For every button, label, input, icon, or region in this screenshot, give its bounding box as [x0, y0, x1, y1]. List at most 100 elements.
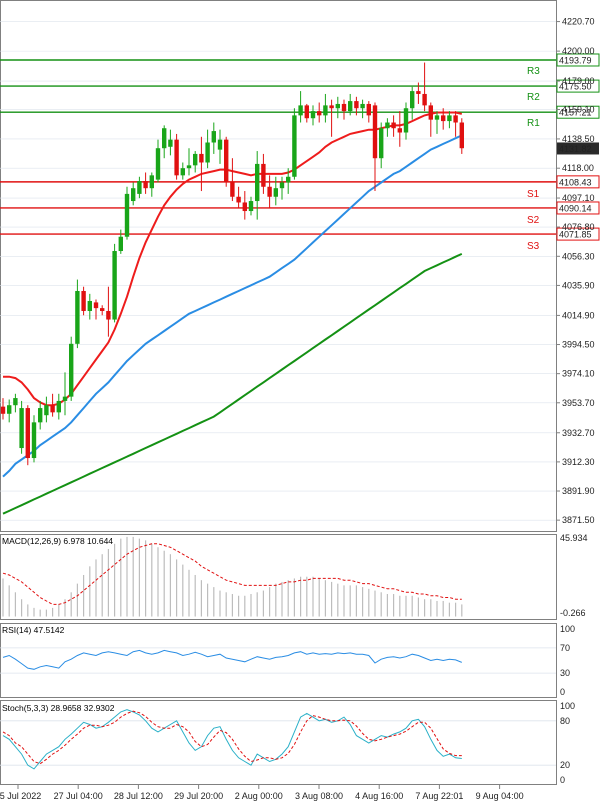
candle-body [75, 290, 80, 344]
candle-body [441, 115, 446, 122]
time-tick-label: 25 Jul 2022 [0, 791, 41, 801]
price-tick-label: 4056.30 [562, 251, 595, 261]
candle-body [118, 236, 123, 252]
candle-body [155, 148, 161, 180]
candle-body [186, 165, 192, 169]
macd-bottom-label: -0.266 [560, 608, 586, 618]
candle-body [38, 408, 43, 423]
time-tick-label: 29 Jul 20:00 [174, 791, 223, 801]
candle-body [162, 128, 167, 149]
price-tick-label: 4200.00 [562, 46, 595, 56]
stoch-panel: 100 80 20 0 [0, 701, 575, 785]
candle-body [100, 308, 105, 311]
pivot-levels: R3 4193.79 R2 4175.50 R1 4157.21 S1 4108.43 S2 40… [0, 53, 600, 252]
rsi-title: RSI(14) 47.5142 [2, 625, 65, 635]
candle-body [286, 176, 291, 183]
stoch-tick-label: 20 [560, 760, 570, 770]
last-price-label: 4131.82 [559, 144, 592, 154]
time-tick-label: 4 Aug 16:00 [355, 791, 403, 801]
candle-body [354, 101, 359, 109]
candle-body [87, 300, 92, 311]
candle-body [403, 108, 409, 133]
candle-body [410, 91, 415, 109]
candle-body [137, 181, 142, 194]
candle-body [56, 400, 61, 413]
candle-body [224, 139, 229, 183]
level-name-s3: S3 [527, 241, 540, 252]
candle-body [25, 408, 30, 459]
candle-body [19, 408, 24, 449]
candle-body [0, 406, 6, 414]
stoch-signal-line [2, 710, 462, 765]
candle-body [341, 103, 347, 112]
time-tick-label: 2 Aug 00:00 [235, 791, 283, 801]
candle-body [81, 290, 86, 311]
stoch-main-line [2, 709, 462, 770]
candle-body [261, 163, 266, 187]
time-tick-label: 27 Jul 04:00 [54, 791, 103, 801]
price-tick-label: 4118.00 [562, 163, 594, 173]
candle-body [323, 105, 328, 116]
candle-body [168, 139, 173, 147]
level-value-label: 4175.50 [559, 82, 592, 92]
candle-body [391, 122, 396, 129]
candle-body [434, 115, 440, 120]
time-axis: 25 Jul 2022 27 Jul 04:00 28 Jul 12:00 29 Ju… [0, 785, 524, 801]
level-name-s1: S1 [527, 189, 540, 200]
level-value-label: 4193.79 [559, 55, 592, 65]
level-value-label: 4157.21 [559, 108, 592, 118]
candle-body [7, 405, 12, 414]
candle-body [149, 175, 154, 189]
rsi-line [2, 649, 462, 670]
sma-mid-line [2, 134, 463, 478]
candle-body [428, 105, 433, 120]
level-value-box [556, 201, 600, 215]
candle-body [453, 115, 458, 123]
candle-body [13, 398, 18, 406]
stoch-title: Stoch(5,3,3) 28.9658 32.9302 [2, 703, 115, 713]
candle-body [397, 128, 402, 133]
candle-body [93, 302, 99, 309]
candle-body [124, 193, 130, 237]
candle-body [335, 103, 340, 109]
candle-body [310, 111, 316, 119]
level-value-label: 4071.85 [559, 230, 592, 240]
price-tick-label: 4035.90 [562, 280, 595, 290]
candle-body [379, 128, 384, 159]
sma-slow-line [2, 252, 463, 515]
candle-body [180, 168, 185, 176]
rsi-tick-label: 30 [560, 668, 570, 678]
candle-body [205, 142, 210, 163]
candle-body [298, 105, 303, 116]
stoch-tick-label: 80 [560, 716, 570, 726]
candle-body [236, 196, 241, 203]
price-tick-label: 4138.50 [562, 134, 595, 144]
price-tick-label: 4097.10 [562, 193, 595, 203]
time-tick-label: 3 Aug 08:00 [295, 791, 343, 801]
candle-body [69, 343, 74, 397]
time-tick-label: 28 Jul 12:00 [114, 791, 163, 801]
price-tick-label: 3953.70 [562, 398, 595, 408]
price-tick-label: 4220.70 [562, 17, 595, 27]
level-name-r2: R2 [527, 92, 540, 103]
macd-panel: 45.934 -0.266 [2, 533, 588, 618]
candle-body [292, 115, 297, 177]
price-tick-label: 4179.00 [562, 76, 595, 86]
candle-body [459, 122, 464, 149]
rsi-tick-label: 70 [560, 643, 570, 653]
candle-body [255, 163, 260, 202]
candle-body [143, 181, 148, 189]
macd-panel-frame [0, 534, 557, 620]
candles [0, 62, 464, 466]
price-tick-label: 3871.50 [562, 515, 595, 525]
level-name-r3: R3 [527, 66, 540, 77]
rsi-tick-label: 100 [560, 624, 575, 634]
rsi-panel: 100 70 30 0 [0, 624, 575, 697]
candle-body [422, 93, 427, 106]
price-tick-label: 3912.30 [562, 457, 595, 467]
level-value-label: 4090.14 [559, 203, 592, 213]
level-value-label: 4108.43 [559, 177, 592, 187]
candle-body [304, 105, 309, 119]
price-tick-label: 3891.90 [562, 486, 595, 496]
candle-body [211, 131, 216, 143]
